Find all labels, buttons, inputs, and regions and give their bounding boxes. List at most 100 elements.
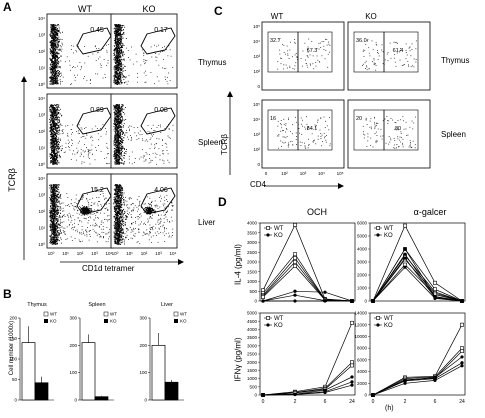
tick-label: 4000 [247, 327, 258, 332]
panel-a-ylabel: TCRβ [7, 168, 17, 192]
tick-label: 100 [139, 370, 147, 375]
series-line-wt [262, 365, 353, 396]
x-tick-label: 10¹ [62, 251, 69, 256]
tick-label: 500 [249, 289, 257, 294]
point-ko [293, 392, 297, 397]
tick-label: 6000 [357, 221, 368, 226]
panel-c-flow-plots: 32.767.3010²10³10⁴10⁵36.061.41684.1010²1… [227, 21, 431, 189]
legend-swatch-ko [174, 319, 178, 323]
y-tick-label: 10⁴ [38, 16, 45, 21]
bar-wt [81, 342, 96, 401]
tick-label: 0 [144, 398, 147, 403]
point-wt [293, 256, 297, 261]
point-ko [323, 299, 327, 303]
tick-label: 0 [364, 299, 367, 304]
dot-cloud [362, 39, 417, 71]
point-wt [293, 260, 297, 264]
gate-percentage-right: 67.3 [307, 48, 318, 54]
legend-label-wt: WT [384, 226, 394, 232]
line-chart: 5000450040003500300025002000150010005000… [247, 311, 356, 405]
legend-swatch-ko [44, 319, 48, 323]
panel-c-ylabel: TCRβ [220, 133, 230, 156]
point-ko [460, 364, 464, 368]
x-tick-label: 6 [324, 399, 327, 405]
gate-percentage-right: 84.1 [307, 126, 318, 132]
flow-plot: 0.08 [110, 93, 178, 169]
panel-a-col-ko: KO [142, 4, 156, 14]
chart-frame [369, 222, 466, 302]
gate-polygon [140, 107, 176, 135]
legend-label-wt: WT [384, 316, 394, 322]
y-tick-label: 10⁴ [253, 117, 260, 122]
gate-percentage-left: 32.7 [270, 38, 281, 44]
tick-label: 4000 [357, 247, 368, 252]
panel-a-xlabel: CD1d tetramer [82, 264, 135, 273]
panel-c-tissue-thymus: Thymus [441, 56, 470, 65]
panel-d-x-unit: (h) [385, 405, 394, 412]
y-tick-label: 10² [253, 147, 260, 152]
tick-label: 100 [69, 370, 77, 375]
chart-title: Spleen [88, 302, 105, 308]
gate-left [267, 31, 299, 73]
flow-plot: 0.17 [110, 13, 178, 89]
series-line-wt [372, 324, 463, 396]
y-arrow-head [21, 76, 27, 82]
point-wt [261, 295, 265, 300]
tick-label: 14000 [354, 311, 367, 316]
x-tick-label: 10⁵ [337, 171, 344, 176]
point-wt [460, 322, 464, 327]
series-line-ko [372, 365, 463, 396]
point-ko [350, 375, 354, 379]
legend-label-ko: KO [110, 319, 117, 324]
point-ko [460, 355, 464, 359]
series-line-wt [372, 224, 463, 302]
point-ko [371, 393, 375, 397]
gate-percentage: 0.89 [90, 107, 104, 114]
point-ko [433, 378, 437, 382]
panel-d-title-och: OCH [307, 207, 327, 217]
chart-frame [369, 312, 466, 396]
gate-percentage: 0.45 [90, 27, 104, 34]
point-ko [323, 290, 327, 294]
legend-label-wt: WT [110, 312, 117, 317]
panel-d-il4-ylabel: IL-4 (pg/ml) [233, 244, 243, 285]
tick-label: 3500 [247, 335, 258, 340]
gate-percentage: 0.08 [154, 107, 168, 114]
point-ko [293, 299, 297, 303]
panel-d-line-charts: 40003500300025002000150010005000WTKO6000… [247, 221, 466, 405]
x-tick-label: 10⁴ [318, 171, 325, 176]
panel-c-col-ko: KO [365, 12, 377, 21]
tick-label: 8000 [357, 346, 368, 351]
point-ko [403, 252, 407, 256]
legend-marker-ko [266, 233, 270, 237]
bar-wt [151, 344, 166, 401]
legend-marker-wt [376, 316, 381, 320]
panel-a-tissue-liver: Liver [198, 218, 216, 227]
point-wt [293, 252, 297, 257]
tick-label: 200 [139, 343, 147, 348]
chart-title: Liver [161, 302, 173, 308]
flow-plot: 36.0 61.4 [347, 21, 431, 91]
x-tick-label: 10⁰ [48, 251, 55, 256]
gate-polygon [140, 27, 176, 55]
point-ko [403, 256, 407, 260]
tick-label: 1500 [247, 368, 258, 373]
legend-label-ko: KO [274, 233, 283, 239]
point-ko [261, 393, 265, 397]
panel-a-tissue-spleen: Spleen [198, 138, 223, 147]
panel-a-flow-plots: 0.4510⁰10¹10²10³10⁴0.170.8910⁰10¹10²10³1… [21, 13, 184, 265]
gate-percentage-right: 61.4 [393, 48, 404, 54]
gate-percentage: 4.06 [154, 187, 168, 194]
point-wt [350, 363, 354, 368]
gate-percentage-left: 20 [356, 116, 362, 122]
y-tick-label: 10⁴ [38, 176, 45, 181]
y-tick-label: 10⁵ [253, 102, 260, 107]
tick-label: 10000 [354, 334, 367, 339]
y-tick-label: 10³ [253, 54, 260, 59]
legend-marker-wt [376, 226, 381, 230]
bar-ko [164, 381, 179, 401]
x-tick-label: 10⁰ [112, 251, 119, 256]
y-tick-label: 10¹ [38, 146, 45, 151]
plot-frame [347, 21, 431, 91]
